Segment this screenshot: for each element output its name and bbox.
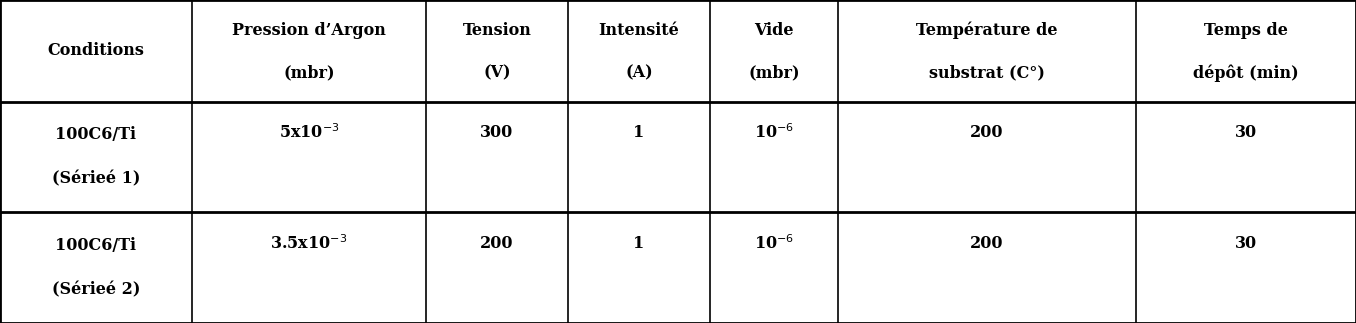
Text: 200: 200 bbox=[970, 235, 1003, 252]
Text: 1: 1 bbox=[633, 124, 644, 141]
Text: (Sérieé 2): (Sérieé 2) bbox=[52, 281, 140, 298]
Text: 10$^{-6}$: 10$^{-6}$ bbox=[754, 234, 793, 253]
Text: 100C6/Ti: 100C6/Ti bbox=[56, 237, 137, 254]
Text: (mbr): (mbr) bbox=[283, 65, 335, 82]
Text: dépôt (min): dépôt (min) bbox=[1193, 65, 1299, 82]
Text: 300: 300 bbox=[480, 124, 514, 141]
Text: 10$^{-6}$: 10$^{-6}$ bbox=[754, 123, 793, 142]
Text: 30: 30 bbox=[1235, 124, 1257, 141]
Text: 200: 200 bbox=[480, 235, 514, 252]
Text: Intensité: Intensité bbox=[598, 22, 679, 39]
Text: Pression d’Argon: Pression d’Argon bbox=[232, 22, 385, 39]
Text: Conditions: Conditions bbox=[47, 42, 144, 59]
Text: substrat (C°): substrat (C°) bbox=[929, 65, 1044, 82]
Text: (Sérieé 1): (Sérieé 1) bbox=[52, 171, 140, 188]
Text: (mbr): (mbr) bbox=[749, 65, 800, 82]
Text: 3.5x10$^{-3}$: 3.5x10$^{-3}$ bbox=[270, 234, 347, 253]
Text: 30: 30 bbox=[1235, 235, 1257, 252]
Text: (A): (A) bbox=[625, 65, 652, 82]
Text: Tension: Tension bbox=[462, 22, 532, 39]
Text: Vide: Vide bbox=[754, 22, 793, 39]
Text: 100C6/Ti: 100C6/Ti bbox=[56, 126, 137, 143]
Text: 1: 1 bbox=[633, 235, 644, 252]
Text: (V): (V) bbox=[483, 65, 511, 82]
Text: Temps de: Temps de bbox=[1204, 22, 1288, 39]
Text: Température de: Température de bbox=[917, 22, 1058, 39]
Text: 200: 200 bbox=[970, 124, 1003, 141]
Text: 5x10$^{-3}$: 5x10$^{-3}$ bbox=[278, 123, 339, 142]
